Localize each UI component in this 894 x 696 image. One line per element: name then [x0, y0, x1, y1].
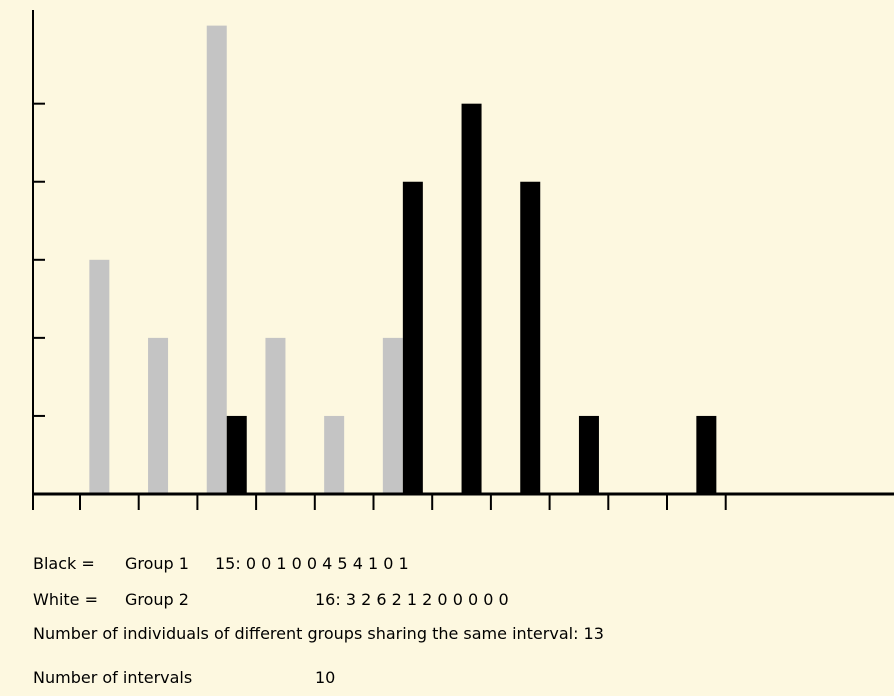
x-axis-ticks — [32, 494, 727, 510]
bar-group-1 — [578, 415, 599, 494]
bar-group-1 — [226, 415, 247, 494]
legend-black-counts: 15: 0 0 1 0 0 4 5 4 1 0 1 — [215, 554, 409, 573]
bar-group-2 — [206, 25, 227, 494]
intervals-label: Number of intervals — [33, 668, 193, 687]
histogram-chart — [32, 10, 894, 510]
group-2-bars — [89, 25, 403, 494]
legend-white-label: White = — [33, 590, 99, 609]
bar-group-2 — [382, 337, 403, 494]
shared-interval-label: Number of individuals of different group… — [33, 624, 604, 643]
legend-white-group: Group 2 — [125, 590, 189, 609]
y-axis-ticks — [33, 102, 45, 417]
legend-black-row: Black = Group 1 15: 0 0 1 0 0 4 5 4 1 0 … — [33, 554, 633, 574]
intervals-value: 10 — [315, 668, 336, 687]
bar-group-2 — [265, 337, 286, 494]
legend-black-group: Group 1 — [125, 554, 189, 573]
shared-interval-text: Number of individuals of different group… — [33, 624, 813, 644]
legend-black-label: Black = — [33, 554, 95, 573]
group-1-bars — [226, 103, 717, 494]
bar-group-2 — [324, 415, 345, 494]
bar-group-1 — [696, 415, 717, 494]
intervals-row: Number of intervals 10 — [33, 668, 433, 688]
bar-group-1 — [520, 181, 541, 494]
bar-group-1 — [402, 181, 423, 494]
legend-white-counts: 16: 3 2 6 2 1 2 0 0 0 0 0 — [315, 590, 509, 609]
legend-white-row: White = Group 2 16: 3 2 6 2 1 2 0 0 0 0 … — [33, 590, 633, 610]
bar-group-1 — [461, 103, 482, 494]
bar-group-2 — [89, 259, 110, 494]
bar-group-2 — [148, 337, 169, 494]
